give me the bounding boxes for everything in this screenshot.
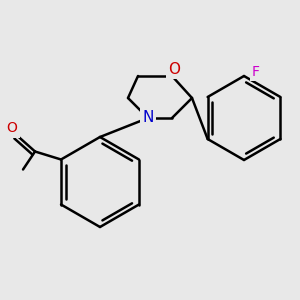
Text: N: N [142, 110, 154, 125]
Text: O: O [168, 61, 180, 76]
Text: O: O [7, 122, 17, 136]
Text: F: F [252, 65, 260, 79]
